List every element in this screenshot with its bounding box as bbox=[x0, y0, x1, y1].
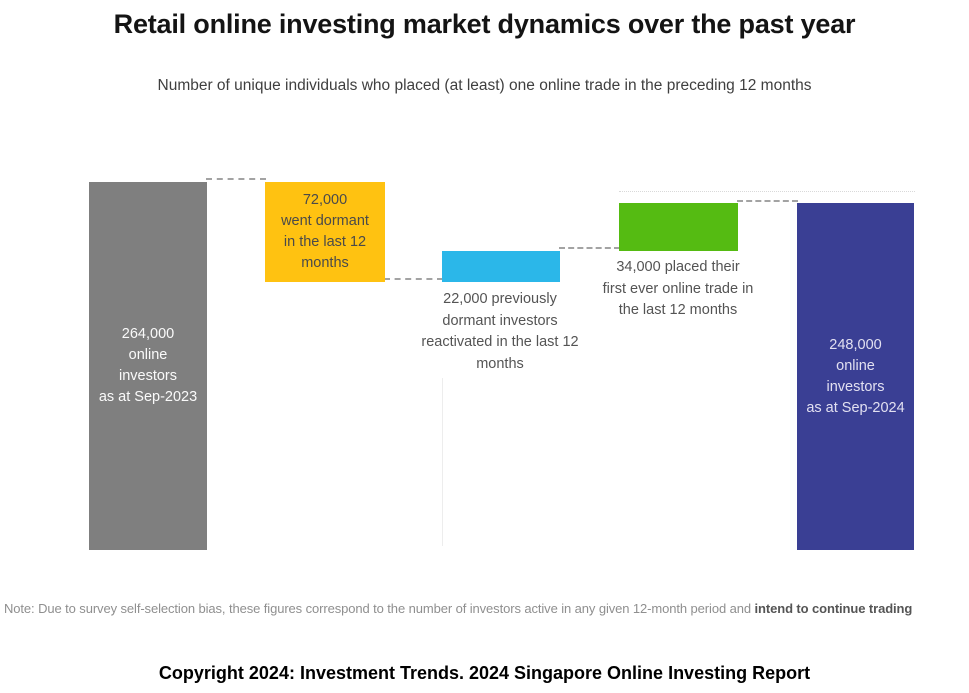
connector-dormant-to-reactivated bbox=[384, 278, 443, 280]
bar-label-went-dormant: 72,000 went dormant in the last 12 month… bbox=[281, 192, 369, 271]
note-text: Note: Due to survey self-selection bias,… bbox=[4, 601, 755, 616]
bar-went-dormant: 72,000 went dormant in the last 12 month… bbox=[265, 182, 385, 282]
bar-first-ever-trade bbox=[619, 203, 738, 251]
note-emphasis: intend to continue trading bbox=[754, 601, 913, 616]
connector-reactivated-to-firsttrade bbox=[559, 247, 620, 249]
chart-subtitle: Number of unique individuals who placed … bbox=[157, 77, 812, 94]
connector-firsttrade-to-sep2024 bbox=[737, 200, 798, 202]
faint-reference-line bbox=[619, 191, 915, 192]
faint-vertical-line bbox=[442, 378, 443, 546]
bar-label-sep-2024: 248,000 online investors as at Sep-2024 bbox=[806, 336, 905, 416]
page-title: Retail online investing market dynamics … bbox=[113, 9, 856, 39]
connector-sep2023-to-dormant bbox=[206, 178, 266, 180]
bar-label-sep-2023: 264,000 online investors as at Sep-2023 bbox=[98, 326, 198, 405]
bar-label-reactivated: 22,000 previously dormant investors reac… bbox=[421, 291, 579, 372]
chart-note: Note: Due to survey self-selection bias,… bbox=[4, 601, 964, 616]
bar-reactivated bbox=[442, 251, 560, 282]
bar-sep-2023-total: 264,000 online investors as at Sep-2023 bbox=[89, 182, 207, 550]
copyright-footer: Copyright 2024: Investment Trends. 2024 … bbox=[158, 663, 811, 683]
bar-sep-2024-total: 248,000 online investors as at Sep-2024 bbox=[797, 203, 914, 550]
bar-label-first-ever-trade: 34,000 placed their first ever online tr… bbox=[602, 259, 754, 318]
